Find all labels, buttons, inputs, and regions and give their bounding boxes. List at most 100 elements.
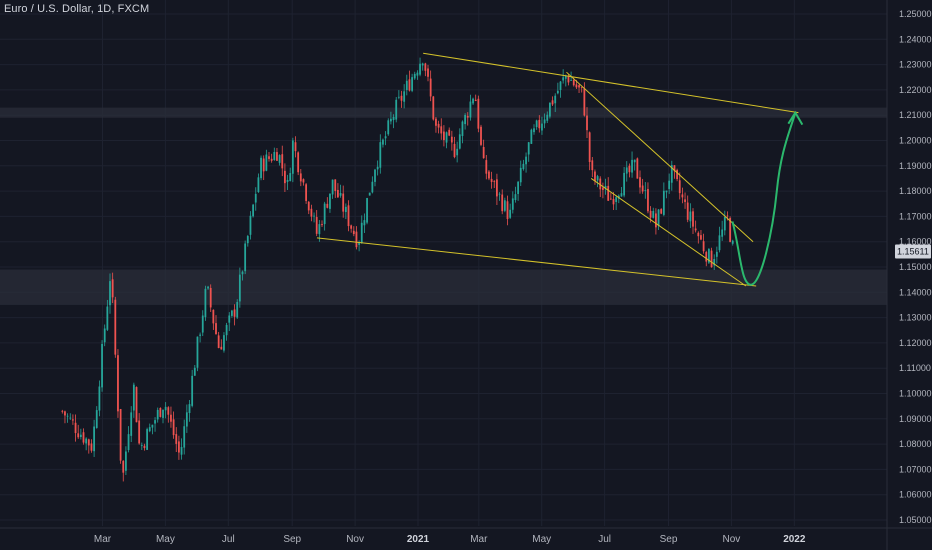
candle-body	[403, 91, 406, 102]
time-tick-label: Jul	[598, 534, 611, 545]
candle-body	[98, 386, 101, 411]
candle	[329, 193, 331, 213]
candle	[289, 167, 292, 182]
candle-body	[464, 114, 467, 125]
candle	[382, 138, 384, 148]
candle	[625, 161, 628, 182]
candle-body	[533, 128, 535, 133]
candle	[98, 380, 101, 417]
candle	[464, 113, 467, 130]
candle	[270, 153, 273, 163]
candle	[723, 210, 726, 236]
candle	[405, 74, 408, 96]
candle-body	[156, 409, 159, 420]
last-price-tag: 1.15611	[895, 244, 931, 259]
candle-body	[191, 375, 194, 406]
candle	[310, 204, 313, 222]
candle-body	[493, 180, 496, 182]
candle	[164, 402, 167, 419]
candle-body	[609, 198, 612, 200]
candle-body	[498, 193, 501, 195]
candle	[530, 128, 533, 144]
candle	[445, 131, 448, 149]
candles	[61, 57, 734, 482]
trendline	[590, 178, 747, 287]
candle-body	[580, 86, 583, 88]
candle	[170, 406, 172, 428]
candle-body	[530, 129, 533, 144]
candle	[337, 183, 339, 198]
candle	[395, 97, 398, 123]
candle-body	[358, 242, 361, 245]
candle-body	[371, 181, 374, 193]
candle-body	[527, 142, 530, 155]
candle-body	[474, 99, 477, 102]
candle-body	[257, 177, 260, 193]
candle	[731, 239, 734, 246]
candle	[352, 226, 355, 237]
trendline	[423, 52, 799, 114]
candle	[178, 435, 180, 460]
candle-body	[270, 158, 273, 161]
candle-body	[405, 80, 408, 91]
candle-body	[572, 79, 575, 86]
candle	[657, 208, 660, 230]
candle	[609, 192, 612, 201]
price-axis-labels: 1.25000 1.24000 1.23000 1.22000 1.21000 1.200…	[899, 9, 932, 525]
candle-body	[392, 117, 395, 121]
candle	[257, 173, 260, 193]
candle	[708, 248, 710, 265]
candle-body	[360, 222, 363, 243]
candle-body	[668, 180, 671, 189]
candle-body	[318, 224, 321, 235]
candle-body	[649, 210, 652, 218]
candle-body	[313, 215, 315, 217]
time-tick-label: Jul	[222, 534, 235, 545]
candle	[101, 340, 103, 392]
candle-body	[321, 224, 323, 226]
candle	[339, 184, 342, 198]
candle-body	[413, 73, 416, 79]
candle	[233, 304, 236, 326]
candle	[209, 284, 212, 312]
candle	[371, 176, 374, 194]
candle	[694, 220, 697, 233]
candle-body	[82, 432, 85, 443]
candle	[284, 163, 286, 192]
price-tick-label: 1.22000	[899, 85, 932, 95]
price-tick-label: 1.09000	[899, 414, 932, 424]
candle	[326, 197, 329, 209]
candle	[578, 84, 580, 94]
candle	[636, 157, 639, 179]
candle	[665, 190, 668, 199]
candle-body	[79, 434, 82, 437]
candle	[493, 180, 496, 188]
candle-body	[376, 166, 379, 170]
candle-body	[90, 443, 93, 451]
candle-body	[103, 328, 106, 343]
candle-body	[85, 438, 88, 444]
candle	[710, 247, 713, 268]
candle-body	[185, 412, 188, 427]
candle-body	[368, 192, 371, 196]
candle-body	[276, 152, 278, 161]
candle	[527, 141, 530, 162]
candle-body	[480, 126, 482, 145]
candle-body	[641, 185, 644, 192]
candle-body	[607, 185, 610, 201]
candle	[522, 159, 525, 171]
candle-body	[122, 460, 125, 473]
price-tick-label: 1.08000	[899, 439, 932, 449]
candle	[559, 81, 562, 98]
candle	[416, 70, 419, 80]
candle	[103, 324, 106, 347]
candle-body	[350, 225, 353, 229]
candle	[620, 187, 623, 197]
candle-body	[599, 178, 602, 190]
candle-body	[509, 209, 512, 218]
candle-body	[302, 179, 305, 183]
candle-body	[517, 181, 520, 194]
candle-body	[657, 209, 660, 226]
